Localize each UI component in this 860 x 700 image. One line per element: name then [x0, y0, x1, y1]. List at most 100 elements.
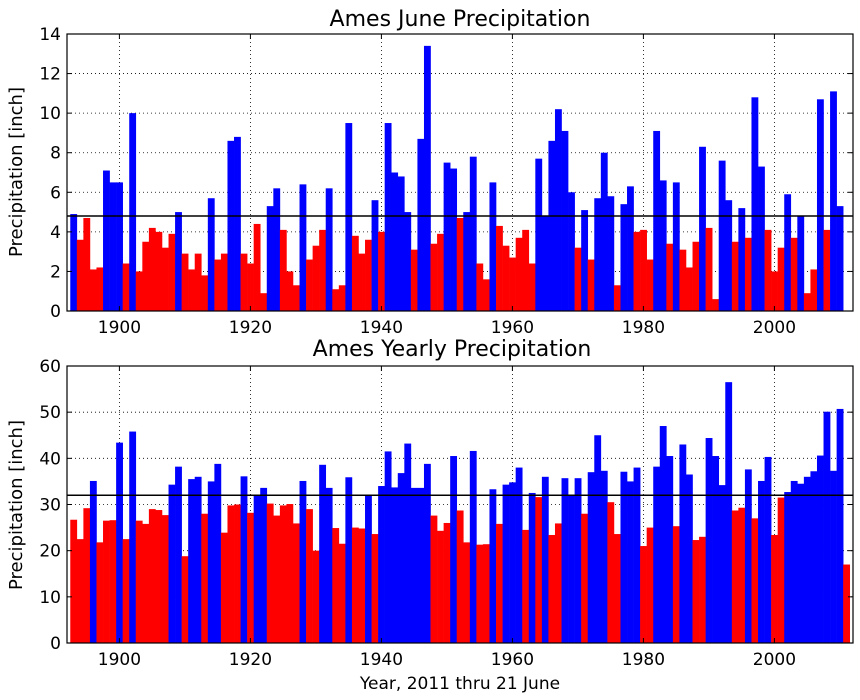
bar-1910	[181, 253, 189, 311]
bar-1976	[613, 285, 621, 311]
bar-1979	[633, 231, 641, 311]
bar-1909	[175, 212, 182, 311]
plot-frame	[66, 33, 854, 312]
bar-1998	[758, 480, 765, 643]
bar-1920	[247, 263, 254, 311]
bar-1988	[692, 241, 700, 311]
bar-1984	[666, 456, 674, 643]
bar-1987	[685, 267, 693, 311]
bar-1946	[417, 487, 425, 643]
bar-1902	[129, 113, 137, 312]
bar-1997	[751, 518, 759, 643]
bar-2010	[836, 408, 844, 643]
bar-2001	[777, 497, 785, 643]
y-tick-label: 20	[39, 542, 61, 562]
bar-1975	[607, 196, 615, 311]
bar-1927	[292, 523, 300, 643]
bar-1956	[482, 544, 490, 643]
bar-1925	[279, 505, 287, 643]
bar-1943	[397, 473, 405, 643]
bar-1930	[312, 245, 320, 311]
bar-1997	[751, 97, 759, 311]
bar-1979	[633, 467, 641, 643]
y-axis-label: Precipitation [inch]	[6, 420, 27, 590]
x-tick-label: 2000	[753, 318, 796, 338]
bar-1978	[627, 186, 634, 311]
x-ticks: 1900 1920 1940 1960 1980 2000	[98, 366, 796, 670]
bar-2005	[803, 476, 811, 643]
bar-1934	[338, 285, 346, 311]
bar-1983	[659, 426, 667, 643]
bar-1977	[620, 471, 628, 643]
bar-1957	[489, 489, 497, 643]
bar-1968	[561, 130, 569, 311]
bar-1958	[496, 225, 503, 311]
bar-1965	[541, 476, 549, 643]
bar-1965	[541, 216, 549, 311]
bar-1982	[653, 466, 661, 643]
bar-2000	[771, 534, 778, 643]
bar-2003	[790, 237, 798, 311]
x-tick-label: 1920	[229, 318, 272, 338]
bar-1925	[279, 229, 287, 311]
bar-1905	[148, 227, 156, 311]
bar-1916	[220, 253, 228, 311]
bar-1909	[175, 466, 182, 643]
bar-1893	[70, 214, 78, 311]
bar-1963	[528, 263, 536, 311]
bar-1921	[253, 223, 261, 311]
bar-1967	[554, 523, 562, 643]
bar-1957	[489, 182, 497, 311]
bar-1987	[685, 474, 693, 643]
bar-2001	[777, 247, 785, 311]
bar-1921	[253, 495, 261, 643]
bar-2011	[843, 564, 851, 643]
bar-1912	[194, 253, 202, 311]
bar-1935	[345, 477, 353, 643]
x-tick-label: 1920	[229, 650, 272, 670]
bar-1924	[273, 515, 281, 643]
bar-1898	[103, 520, 110, 643]
bar-1914	[207, 481, 215, 643]
bar-1926	[286, 271, 294, 311]
y-tick-label: 10	[39, 588, 61, 608]
bar-1980	[640, 546, 647, 643]
bar-2003	[790, 480, 798, 643]
x-axis-label: Year, 2011 thru 21 June	[359, 674, 560, 694]
y-tick-label: 10	[39, 104, 61, 124]
bar-1893	[70, 519, 78, 643]
bar-2002	[784, 492, 792, 643]
bar-1915	[214, 463, 222, 643]
bar-1954	[469, 450, 477, 643]
bar-2007	[816, 99, 824, 312]
bar-1992	[718, 485, 726, 643]
bar-1991	[712, 456, 720, 643]
bar-1964	[535, 497, 543, 643]
bar-1953	[463, 212, 471, 311]
bar-1938	[365, 495, 372, 643]
bar-1996	[744, 237, 752, 311]
bar-1933	[332, 289, 340, 311]
bar-1929	[306, 509, 313, 643]
bar-1944	[404, 212, 412, 311]
bar-1969	[568, 192, 575, 311]
bar-1945	[410, 249, 418, 311]
bar-1985	[672, 182, 680, 311]
bar-series	[70, 382, 851, 643]
bar-1919	[240, 253, 248, 311]
bar-1968	[561, 478, 569, 643]
bar-1907	[161, 515, 169, 643]
bar-2008	[823, 229, 831, 311]
bar-2009	[830, 470, 837, 643]
bar-1953	[463, 542, 471, 643]
bar-1978	[627, 481, 634, 643]
y-tick-label: 30	[39, 496, 61, 516]
bar-1938	[365, 239, 372, 311]
bar-1903	[135, 271, 143, 311]
bar-1986	[679, 249, 687, 311]
bar-1960	[509, 257, 516, 311]
bar-1940	[378, 486, 385, 643]
bar-1910	[181, 556, 189, 643]
bar-series	[70, 45, 844, 312]
x-tick-label: 1960	[491, 650, 534, 670]
